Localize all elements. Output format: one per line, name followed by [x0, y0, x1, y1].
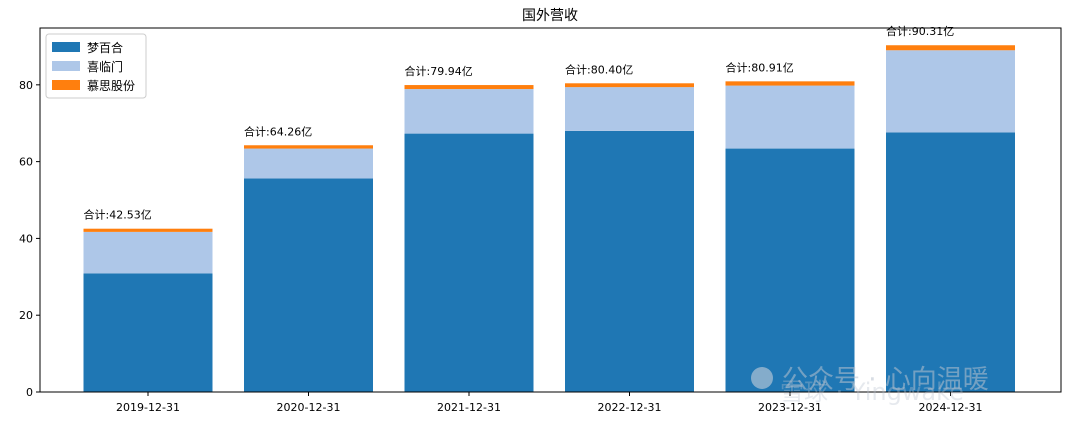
- watermark: 公众号 · 心向温暖 雪球 · Yingwake: [751, 365, 989, 406]
- y-tick-label: 80: [19, 79, 33, 92]
- wechat-icon: [751, 367, 773, 389]
- bar-1-0: [83, 231, 213, 274]
- legend-label: 梦百合: [87, 40, 123, 55]
- bar-0-3: [565, 130, 694, 392]
- x-tick-label: 2024-12-31: [919, 401, 983, 414]
- bar-0-2: [404, 133, 534, 393]
- bar-0-5: [886, 132, 1015, 392]
- bar-0-4: [725, 148, 855, 392]
- y-tick-label: 60: [19, 156, 33, 169]
- bar-2-0: [83, 228, 213, 232]
- legend-label: 慕思股份: [87, 79, 135, 93]
- bar-2-1: [244, 145, 373, 149]
- bars: [83, 45, 1015, 393]
- bar-2-4: [725, 81, 855, 86]
- watermark-brand: 雪球 · Yingwake: [780, 378, 964, 406]
- bar-2-3: [565, 83, 694, 88]
- watermark-text: 公众号 · 心向温暖: [782, 365, 989, 395]
- bar-1-5: [886, 50, 1015, 133]
- total-label: 合计:80.91亿: [726, 60, 794, 74]
- bar-2-5: [886, 45, 1015, 51]
- bar-2-2: [404, 85, 534, 90]
- bar-1-2: [404, 89, 534, 134]
- bar-0-1: [244, 178, 373, 392]
- x-tick-label: 2023-12-31: [758, 401, 822, 414]
- total-label: 合计:42.53亿: [84, 208, 152, 222]
- bar-1-1: [244, 148, 373, 179]
- y-tick-label: 0: [26, 386, 33, 399]
- y-tick-label: 20: [19, 309, 33, 322]
- x-tick-label: 2022-12-31: [598, 401, 662, 414]
- bar-1-4: [725, 85, 855, 149]
- x-tick-label: 2021-12-31: [437, 401, 501, 414]
- y-tick-label: 40: [19, 232, 33, 245]
- total-label: 合计:90.31亿: [886, 24, 954, 38]
- chart-title: 国外营收: [522, 8, 578, 24]
- total-label: 合计:64.26亿: [244, 124, 312, 138]
- x-tick-label: 2020-12-31: [277, 401, 341, 414]
- bar-0-0: [83, 273, 213, 392]
- total-labels: 合计:42.53亿 合计:64.26亿 合计:79.94亿 合计:80.40亿 合计:8…: [84, 24, 955, 221]
- legend-swatch: [52, 42, 80, 52]
- legend-swatch: [52, 80, 80, 90]
- total-label: 合计:80.40亿: [565, 62, 633, 76]
- plot-frame: [39, 27, 1062, 393]
- total-label: 合计:79.94亿: [405, 64, 473, 78]
- y-axis: 0 20 40 60 80: [19, 79, 40, 399]
- bar-1-3: [565, 87, 694, 131]
- legend-swatch: [52, 61, 80, 71]
- legend-label: 喜临门: [87, 59, 123, 74]
- x-axis: 2019-12-31 2020-12-31 2021-12-31 2022-12-31…: [116, 392, 982, 414]
- x-tick-label: 2019-12-31: [116, 401, 180, 414]
